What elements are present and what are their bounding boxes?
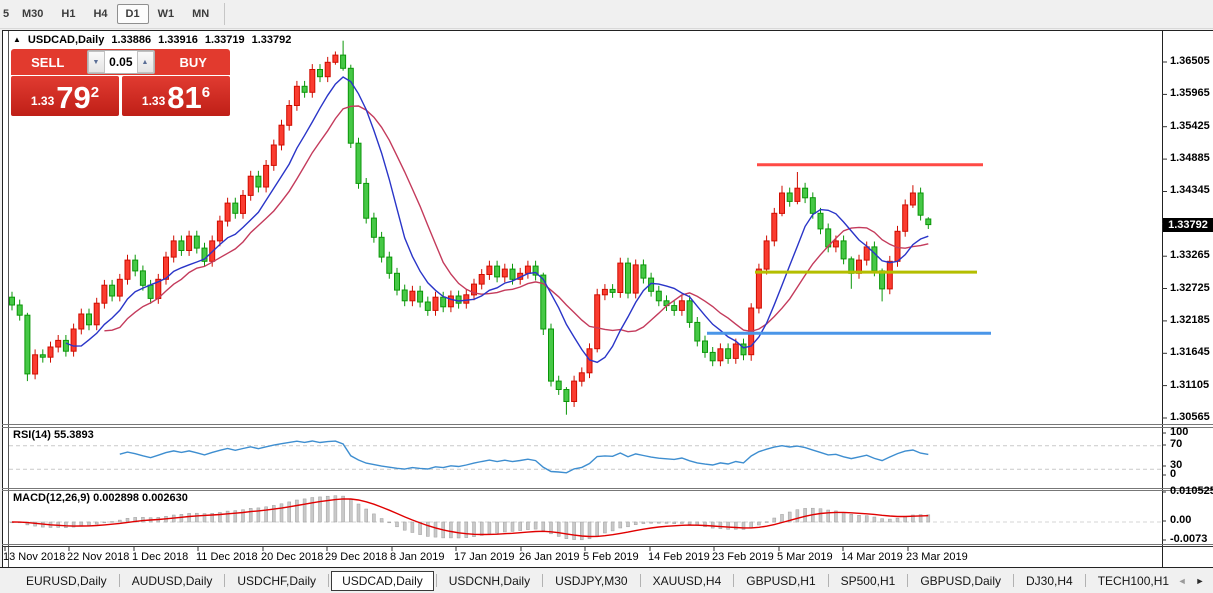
rsi-scale-label: 100: [1170, 426, 1189, 438]
date-axis-label: 17 Jan 2019: [454, 551, 515, 563]
buy-price-button[interactable]: 1.33 81 6: [122, 76, 230, 116]
timeframe-button-h1[interactable]: H1: [61, 8, 76, 20]
date-axis-label: 5 Feb 2019: [583, 551, 639, 563]
chart-tab-audusd[interactable]: AUDUSD,Daily: [131, 573, 213, 588]
date-axis-label: 14 Mar 2019: [841, 551, 903, 563]
price-scale-label: 1.30565: [1170, 411, 1210, 423]
tab-divider: [542, 574, 544, 587]
price-scale-label: 1.34345: [1170, 184, 1210, 196]
timeframe-button-w1[interactable]: W1: [157, 8, 175, 20]
rsi-scale-label: 0: [1170, 468, 1177, 480]
price-scale-label: 1.32725: [1170, 282, 1210, 294]
date-axis-label: 23 Feb 2019: [712, 551, 774, 563]
volume-input[interactable]: 0.05: [109, 55, 133, 69]
chart-tab-eurusd[interactable]: EURUSD,Daily: [26, 573, 107, 588]
date-axis-label: 20 Dec 2018: [261, 551, 324, 563]
chart-tab-usdcad[interactable]: USDCAD,Daily: [331, 570, 434, 591]
ohlc-open: 1.33886: [111, 34, 152, 46]
tab-divider: [827, 574, 829, 587]
sell-price-pip: 2: [90, 84, 100, 101]
date-axis-label: 1 Dec 2018: [132, 551, 189, 563]
date-axis-label: 22 Nov 2018: [67, 551, 130, 563]
tab-scroll-arrows: ◄ ►: [1169, 568, 1213, 593]
date-axis-label: 13 Nov 2018: [3, 551, 66, 563]
price-scale-label: 1.36505: [1170, 55, 1210, 67]
tab-divider: [435, 574, 437, 587]
timeframe-button-m30[interactable]: M30: [22, 8, 44, 20]
tab-divider: [118, 574, 120, 587]
chart-tab-gbpusd[interactable]: GBPUSD,Daily: [920, 573, 1002, 588]
sell-price-big: 79: [56, 80, 91, 115]
sell-price-button[interactable]: 1.33 79 2: [11, 76, 119, 116]
price-scale-label: 1.33265: [1170, 249, 1210, 261]
chart-tab-usdcnh[interactable]: USDCNH,Daily: [448, 573, 531, 588]
chart-title: ▲ USDCAD,Daily 1.33886 1.33916 1.33719 1…: [13, 34, 291, 46]
ohlc-high: 1.33916: [158, 34, 198, 46]
toolbar-separator: [224, 3, 226, 25]
macd-panel-label: MACD(12,26,9) 0.002898 0.002630: [13, 492, 188, 504]
chart-tab-dj30[interactable]: DJ30,H4: [1026, 573, 1073, 588]
chart-tab-usdjpy[interactable]: USDJPY,M30: [555, 573, 628, 588]
price-scale-label: 1.31105: [1170, 379, 1210, 391]
buy-price-prefix: 1.33: [141, 94, 166, 108]
sell-price-prefix: 1.33: [30, 94, 55, 108]
tab-scroll-left-icon[interactable]: ◄: [1177, 575, 1187, 586]
date-axis-label: 5 Mar 2019: [777, 551, 833, 563]
chart-tab-bar: EURUSD,Daily AUDUSD,Daily USDCHF,Daily USDC…: [0, 568, 1213, 593]
rsi-panel-label: RSI(14) 55.3893: [13, 429, 94, 441]
buy-price-pip: 6: [201, 84, 211, 101]
price-scale-label: 1.35425: [1170, 120, 1210, 132]
tab-divider: [733, 574, 735, 587]
date-axis-label: 14 Feb 2019: [648, 551, 710, 563]
timeframe-button-mn[interactable]: MN: [192, 8, 210, 20]
rsi-scale-label: 70: [1170, 438, 1183, 450]
volume-stepper: ▼ 0.05 ▲: [86, 50, 155, 74]
sell-button[interactable]: SELL: [31, 54, 65, 70]
buy-price-big: 81: [167, 80, 202, 115]
tab-divider: [1013, 574, 1015, 587]
macd-scale-label: -0.0073: [1170, 533, 1208, 545]
timeframe-button-d1[interactable]: D1: [116, 4, 149, 24]
chart-tab-sp500[interactable]: SP500,H1: [840, 573, 896, 588]
date-axis-label: 26 Jan 2019: [519, 551, 580, 563]
rsi-scale-label: 30: [1170, 459, 1183, 471]
chart-tab-xauusd[interactable]: XAUUSD,H4: [652, 573, 722, 588]
macd-scale-label: 0.010525: [1170, 485, 1213, 497]
chart-tab-usdchf[interactable]: USDCHF,Daily: [237, 573, 317, 588]
tab-divider: [907, 574, 909, 587]
price-scale-label: 1.31645: [1170, 346, 1210, 358]
date-axis-label: 11 Dec 2018: [196, 551, 258, 563]
volume-increase-button[interactable]: ▲: [136, 51, 154, 73]
chart-tab-gbpusd[interactable]: GBPUSD,H1: [746, 573, 816, 588]
price-scale-label: 1.32185: [1170, 314, 1210, 326]
chart-tab-tech100[interactable]: TECH100,H1: [1097, 573, 1170, 588]
date-axis-label: 29 Dec 2018: [325, 551, 388, 563]
buy-button[interactable]: BUY: [179, 54, 207, 70]
date-axis-label: 23 Mar 2019: [906, 551, 968, 563]
tab-scroll-right-icon[interactable]: ►: [1195, 575, 1205, 586]
price-scale-label: 1.35965: [1170, 87, 1210, 99]
tab-divider: [1084, 574, 1086, 587]
date-axis-label: 8 Jan 2019: [390, 551, 445, 563]
chevron-down-icon: ▼: [92, 58, 100, 66]
price-scale-label: 1.34885: [1170, 152, 1210, 164]
tab-divider: [639, 574, 641, 587]
ohlc-low: 1.33719: [204, 34, 245, 46]
timeframe-toolbar: 5 M30 H1 H4 D1 W1 MN: [0, 0, 1213, 29]
one-click-trading-widget: SELL ▼ 0.05 ▲ BUY 1.33 79 2 1.33 81 6: [11, 49, 230, 116]
timeframe-button-h4[interactable]: H4: [93, 8, 108, 20]
macd-scale-label: 0.00: [1170, 514, 1192, 526]
chevron-up-icon: ▲: [141, 58, 149, 66]
volume-decrease-button[interactable]: ▼: [87, 51, 105, 73]
tab-divider: [328, 574, 330, 587]
tab-divider: [224, 574, 226, 587]
collapse-panel-icon[interactable]: ▲: [13, 34, 21, 44]
chart-symbol: USDCAD,Daily: [27, 34, 105, 46]
timeframe-button-5[interactable]: 5: [3, 8, 10, 20]
current-price-badge: 1.33792: [1163, 218, 1213, 232]
ohlc-close: 1.33792: [251, 34, 292, 46]
